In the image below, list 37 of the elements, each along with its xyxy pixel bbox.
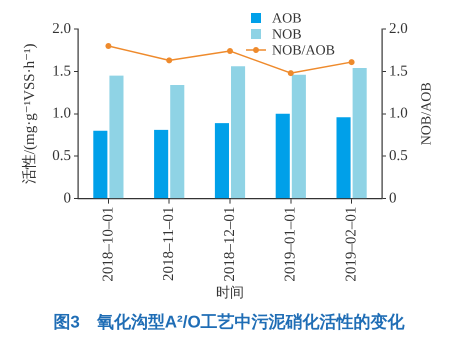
legend-label: NOB/AOB — [272, 44, 336, 59]
x-tick-label: 2018–11–01 — [161, 206, 178, 282]
point — [105, 42, 112, 49]
text: 图3 氧化沟型A²/O工艺中污泥硝化活性的变化 — [53, 312, 406, 332]
x-tick-label: 2018–12–01 — [222, 206, 238, 282]
bar — [93, 130, 108, 198]
legend-label: AOB — [272, 12, 302, 27]
y-tick-label: 1.5 — [52, 63, 71, 80]
x-tick-label: 2019–01–01 — [282, 206, 299, 282]
bar — [214, 123, 229, 198]
y2-tick-label: 1.0 — [389, 106, 408, 122]
bar — [154, 130, 168, 198]
y-tick-label: 0 — [64, 190, 71, 207]
point — [288, 70, 294, 76]
y2-tick-label: 0.5 — [389, 148, 408, 164]
x-tick-label: 2018–10–01 — [100, 206, 116, 282]
y2-tick-label: 0 — [389, 190, 396, 207]
bar — [231, 66, 246, 198]
y-axis-title: 活性/(mg·g⁻¹VSS·h⁻¹) — [20, 43, 38, 184]
x-tick-label: 2019–02–01 — [344, 206, 360, 282]
y-tick-label: 2.0 — [52, 20, 71, 37]
legend-label: NOB — [272, 28, 302, 43]
point — [227, 48, 233, 54]
y-tick-label: 1.0 — [52, 106, 71, 122]
bar — [336, 117, 351, 198]
bar — [109, 76, 124, 198]
bar — [170, 84, 184, 198]
point — [348, 59, 355, 66]
x-axis-title: 时间 — [216, 284, 244, 301]
bar — [292, 74, 306, 198]
point — [166, 57, 172, 64]
bar — [352, 68, 367, 198]
bar — [276, 114, 290, 198]
y2-axis-title: NOB/AOB — [420, 82, 435, 146]
y2-tick-label: 1.5 — [389, 63, 408, 80]
y-tick-label: 0.5 — [52, 148, 71, 164]
y2-tick-label: 2.0 — [389, 20, 408, 37]
